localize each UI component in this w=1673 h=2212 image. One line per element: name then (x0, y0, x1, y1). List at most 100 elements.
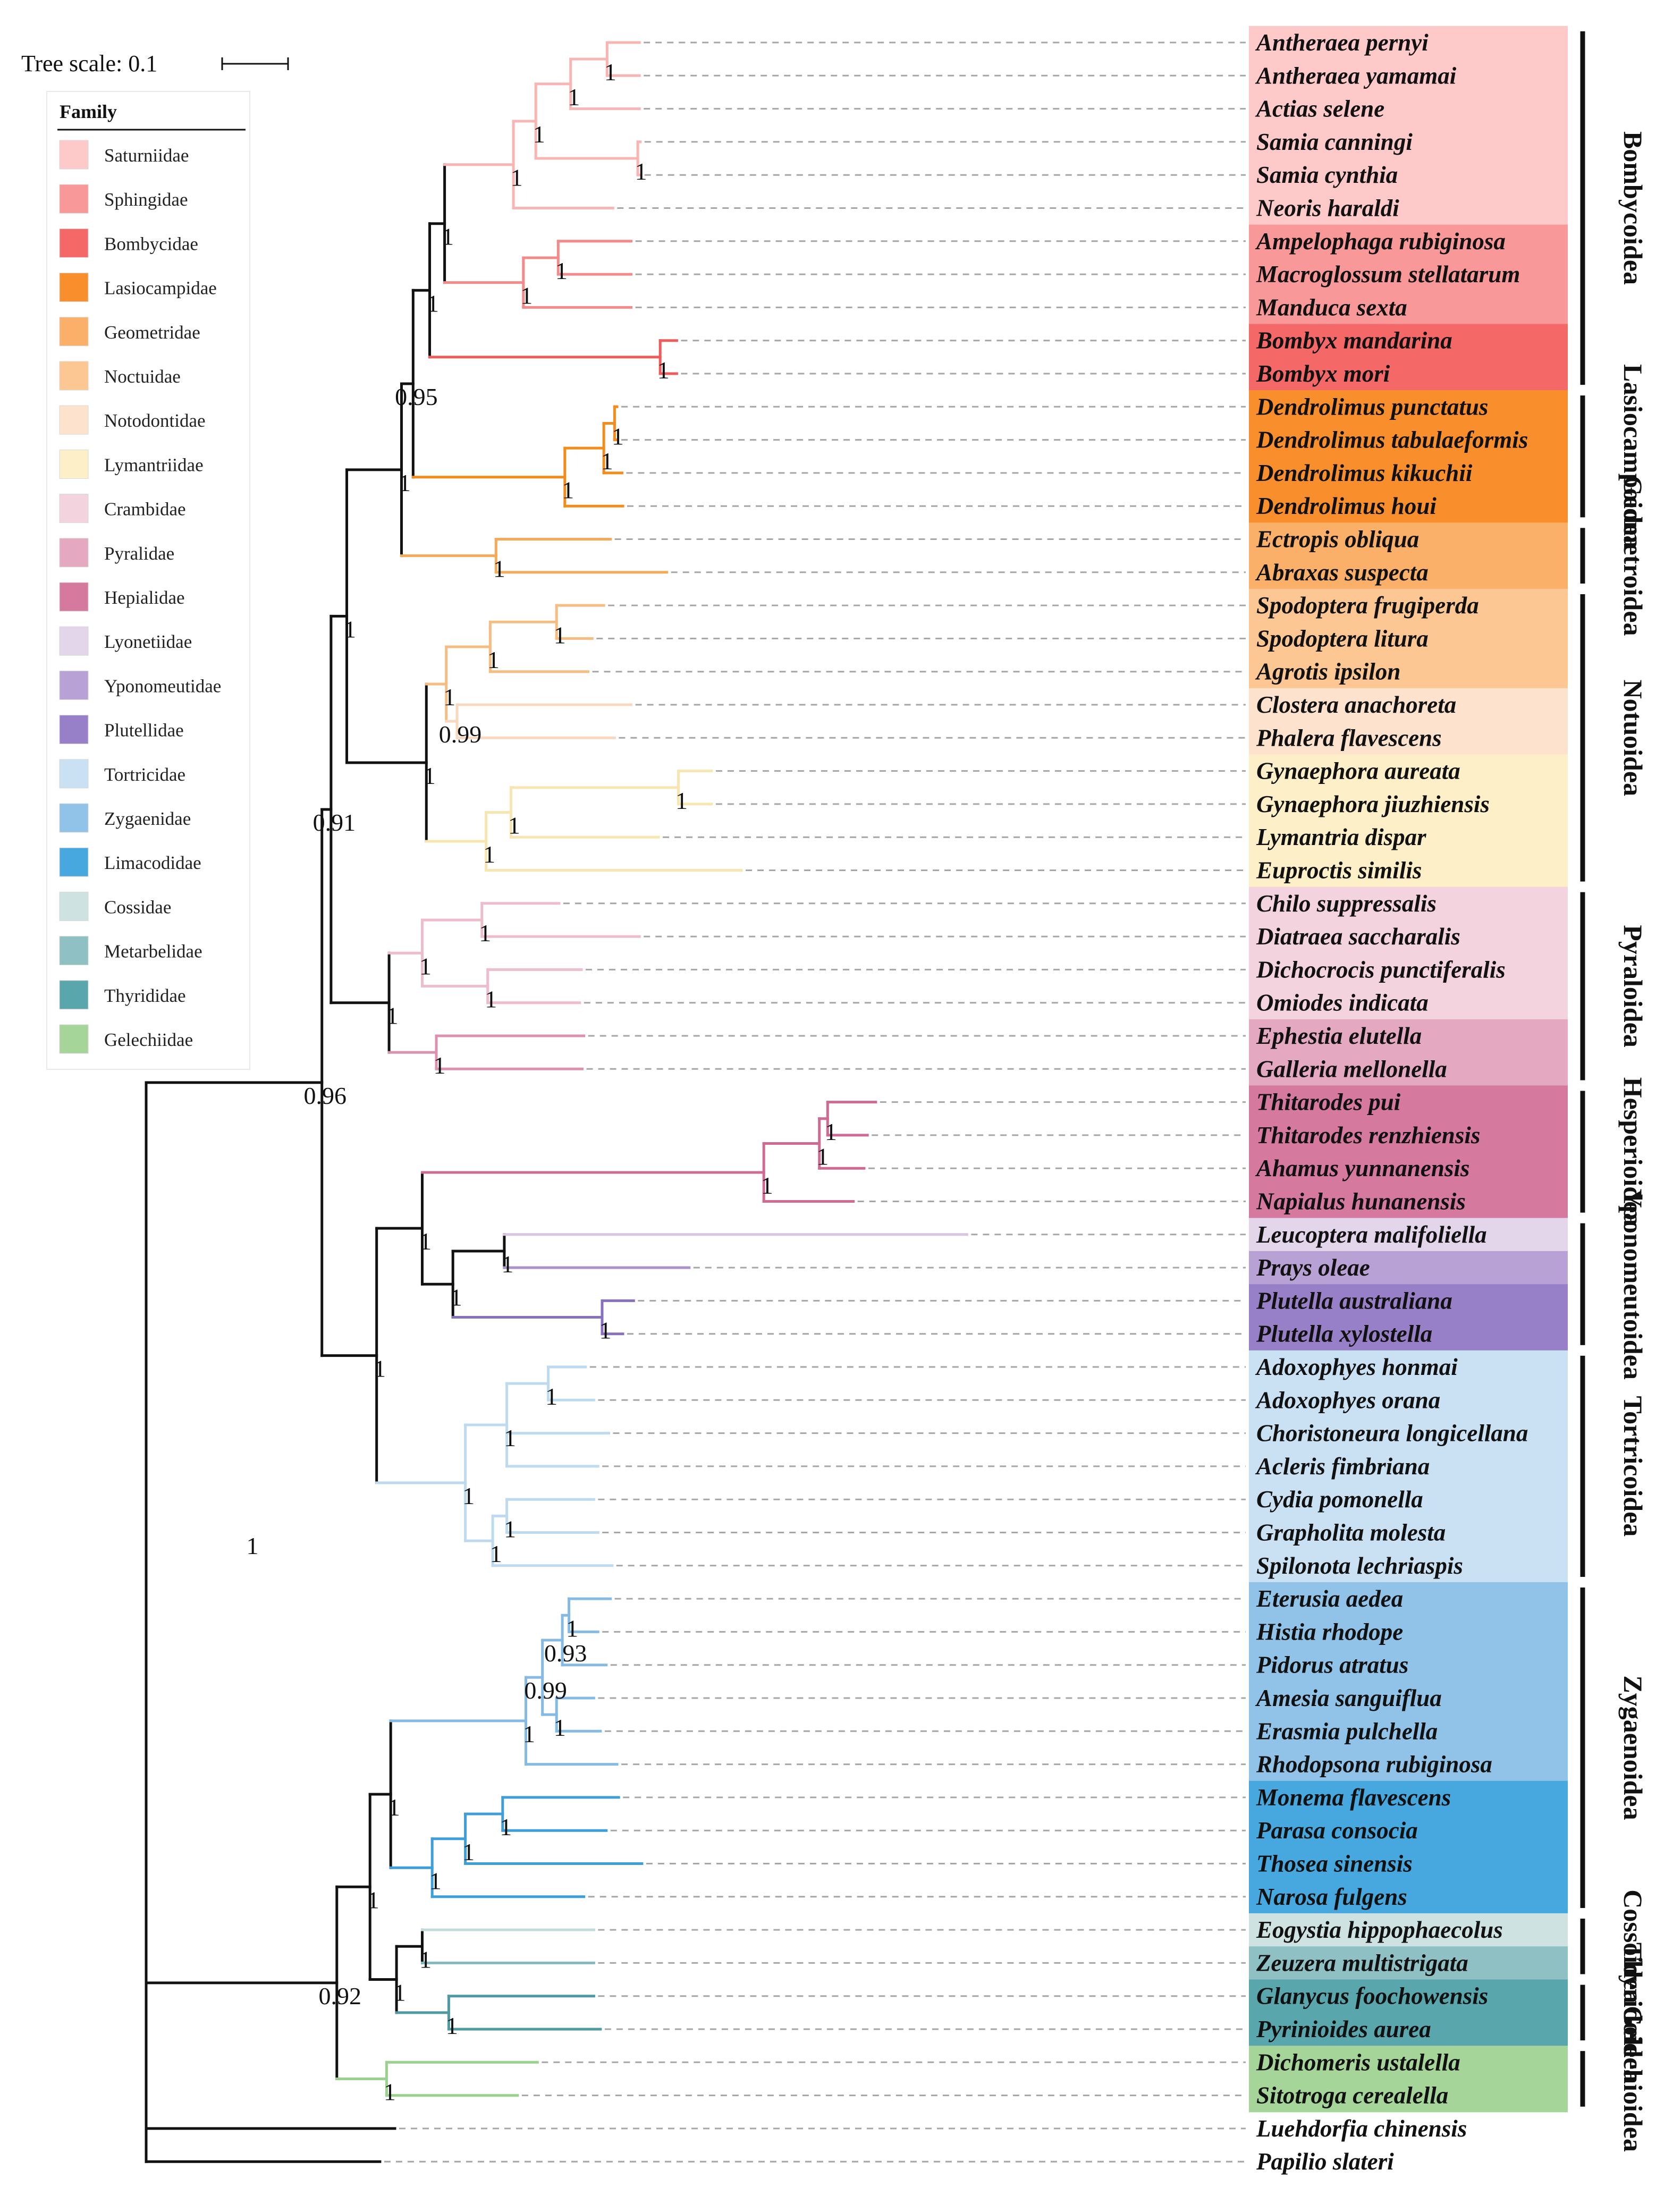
support-value: 1 (490, 1540, 502, 1567)
family-band (1249, 324, 1568, 358)
legend-label-bombycidae: Bombycidae (104, 233, 198, 254)
family-band (1249, 953, 1568, 987)
legend-swatch-yponomeutidae (59, 670, 89, 700)
family-band (1249, 158, 1568, 192)
legend-label-sphingidae: Sphingidae (104, 189, 188, 210)
superfamily-label: Gelechioidea (1618, 2006, 1648, 2152)
taxon-label: Dichocrocis punctiferalis (1256, 956, 1506, 983)
taxon-label: Thitarodes pui (1256, 1089, 1401, 1116)
taxon-label: Eogystia hippophaecolus (1256, 1916, 1503, 1943)
taxon-label: Narosa fulgens (1256, 1884, 1407, 1910)
family-band (1249, 1152, 1568, 1185)
taxon-labels: Antheraea pernyi Antheraea yamamai Actias … (1255, 29, 1528, 2175)
taxon-label: Thitarodes renzhiensis (1256, 1122, 1480, 1149)
taxon-label: Euproctis similis (1256, 857, 1422, 884)
support-value: 1 (394, 1979, 406, 2006)
support-value: 1 (483, 841, 495, 868)
taxon-label: Macroglossum stellatarum (1256, 261, 1520, 288)
family-band (1249, 1085, 1568, 1119)
support-value: 1 (604, 58, 616, 86)
legend-label-yponomeutidae: Yponomeutidae (104, 676, 221, 696)
legend-label-lasiocampidae: Lasiocampidae (104, 278, 217, 299)
support-value: 1 (601, 448, 613, 475)
taxon-label: Dendrolimus houi (1256, 493, 1437, 519)
support-value: 0.99 (439, 721, 482, 748)
support-value: 1 (247, 1532, 259, 1559)
support-value: 1 (501, 1251, 513, 1278)
family-band (1249, 1317, 1568, 1351)
taxon-label: Plutella australiana (1256, 1287, 1452, 1314)
legend-swatch-thyrididae (59, 980, 89, 1010)
legend-swatch-sphingidae (59, 184, 89, 214)
taxon-label: Prays oleae (1256, 1254, 1370, 1281)
support-value: 1 (446, 2012, 458, 2039)
legend-label-lymantriidae: Lymantriidae (104, 454, 204, 475)
taxon-label: Pidorus atratus (1256, 1652, 1408, 1678)
family-band (1249, 1118, 1568, 1152)
taxon-label: Agrotis ipsilon (1255, 658, 1400, 685)
support-value: 1 (599, 1317, 612, 1344)
support-value: 0.92 (319, 1982, 362, 2010)
taxon-label: Clostera anachoreta (1256, 691, 1456, 718)
support-value: 1 (450, 1284, 462, 1311)
support-value: 1 (419, 952, 432, 980)
support-value: 1 (523, 1720, 535, 1747)
taxon-label: Grapholita molesta (1256, 1519, 1446, 1546)
family-band (1249, 522, 1568, 556)
taxon-label: Papilio slateri (1256, 2148, 1394, 2175)
taxon-label: Spodoptera frugiperda (1256, 592, 1479, 619)
support-value: 1 (367, 1886, 379, 1913)
family-band (1249, 125, 1568, 159)
support-value: 1 (533, 121, 545, 148)
support-value: 1 (434, 1052, 446, 1079)
taxon-label: Manduca sexta (1256, 294, 1407, 320)
legend-label-gelechiidae: Gelechiidae (104, 1029, 193, 1050)
family-band (1249, 919, 1568, 953)
family-band (1249, 887, 1568, 921)
legend-label-notodontidae: Notodontidae (104, 410, 206, 431)
family-band (1249, 1648, 1568, 1682)
taxon-label: Thosea sinensis (1256, 1851, 1413, 1877)
legend-label-tortricidae: Tortricidae (104, 764, 185, 785)
support-value: 1 (816, 1143, 829, 1170)
taxon-label: Luehdorfia chinensis (1256, 2115, 1467, 2142)
legend-swatch-bombycidae (59, 228, 89, 258)
support-value: 1 (419, 1228, 432, 1255)
taxon-label: Dendrolimus tabulaeformis (1256, 427, 1528, 453)
legend-swatch-pyralidae (59, 538, 89, 568)
family-band (1249, 1516, 1568, 1550)
legend-swatch-noctuidae (59, 361, 89, 391)
family-band (1249, 1582, 1568, 1616)
taxon-label: Rhodopsona rubiginosa (1256, 1751, 1492, 1778)
family-band (1249, 1185, 1568, 1219)
legend-label-cossidae: Cossidae (104, 897, 171, 917)
family-band (1249, 721, 1568, 755)
legend-label-plutellidae: Plutellidae (104, 720, 184, 741)
family-band (1249, 622, 1568, 656)
family-band (1249, 1979, 1568, 2013)
superfamily-label: Bombycoidea (1618, 131, 1648, 285)
support-value: 1 (508, 812, 520, 839)
taxon-label: Dichomeris ustalella (1256, 2049, 1460, 2075)
taxon-label: Ephestia elutella (1256, 1023, 1422, 1049)
family-band (1249, 1549, 1568, 1583)
taxon-label: Ahamus yunnanensis (1255, 1155, 1469, 1181)
family-band (1249, 1483, 1568, 1516)
family-band (1249, 1284, 1568, 1318)
family-band (1249, 688, 1568, 722)
legend-label-metarbelidae: Metarbelidae (104, 941, 202, 962)
legend-swatch-lymantriidae (59, 449, 89, 479)
family-band (1249, 191, 1568, 225)
taxon-label: Bombyx mori (1256, 360, 1390, 387)
superfamily-label: Cossoidea (1618, 1889, 1648, 2003)
support-value: 1 (374, 1355, 386, 1382)
taxon-label: Lymantria dispar (1256, 824, 1426, 850)
legend-swatch-lyonetiidae (59, 626, 89, 656)
legend-label-geometridae: Geometridae (104, 322, 200, 343)
family-band (1249, 291, 1568, 325)
legend-swatch-plutellidae (59, 715, 89, 745)
family-band (1249, 787, 1568, 821)
support-value: 1 (511, 164, 523, 191)
support-value: 0.96 (303, 1082, 347, 1109)
taxon-label: Histia rhodope (1256, 1618, 1403, 1645)
